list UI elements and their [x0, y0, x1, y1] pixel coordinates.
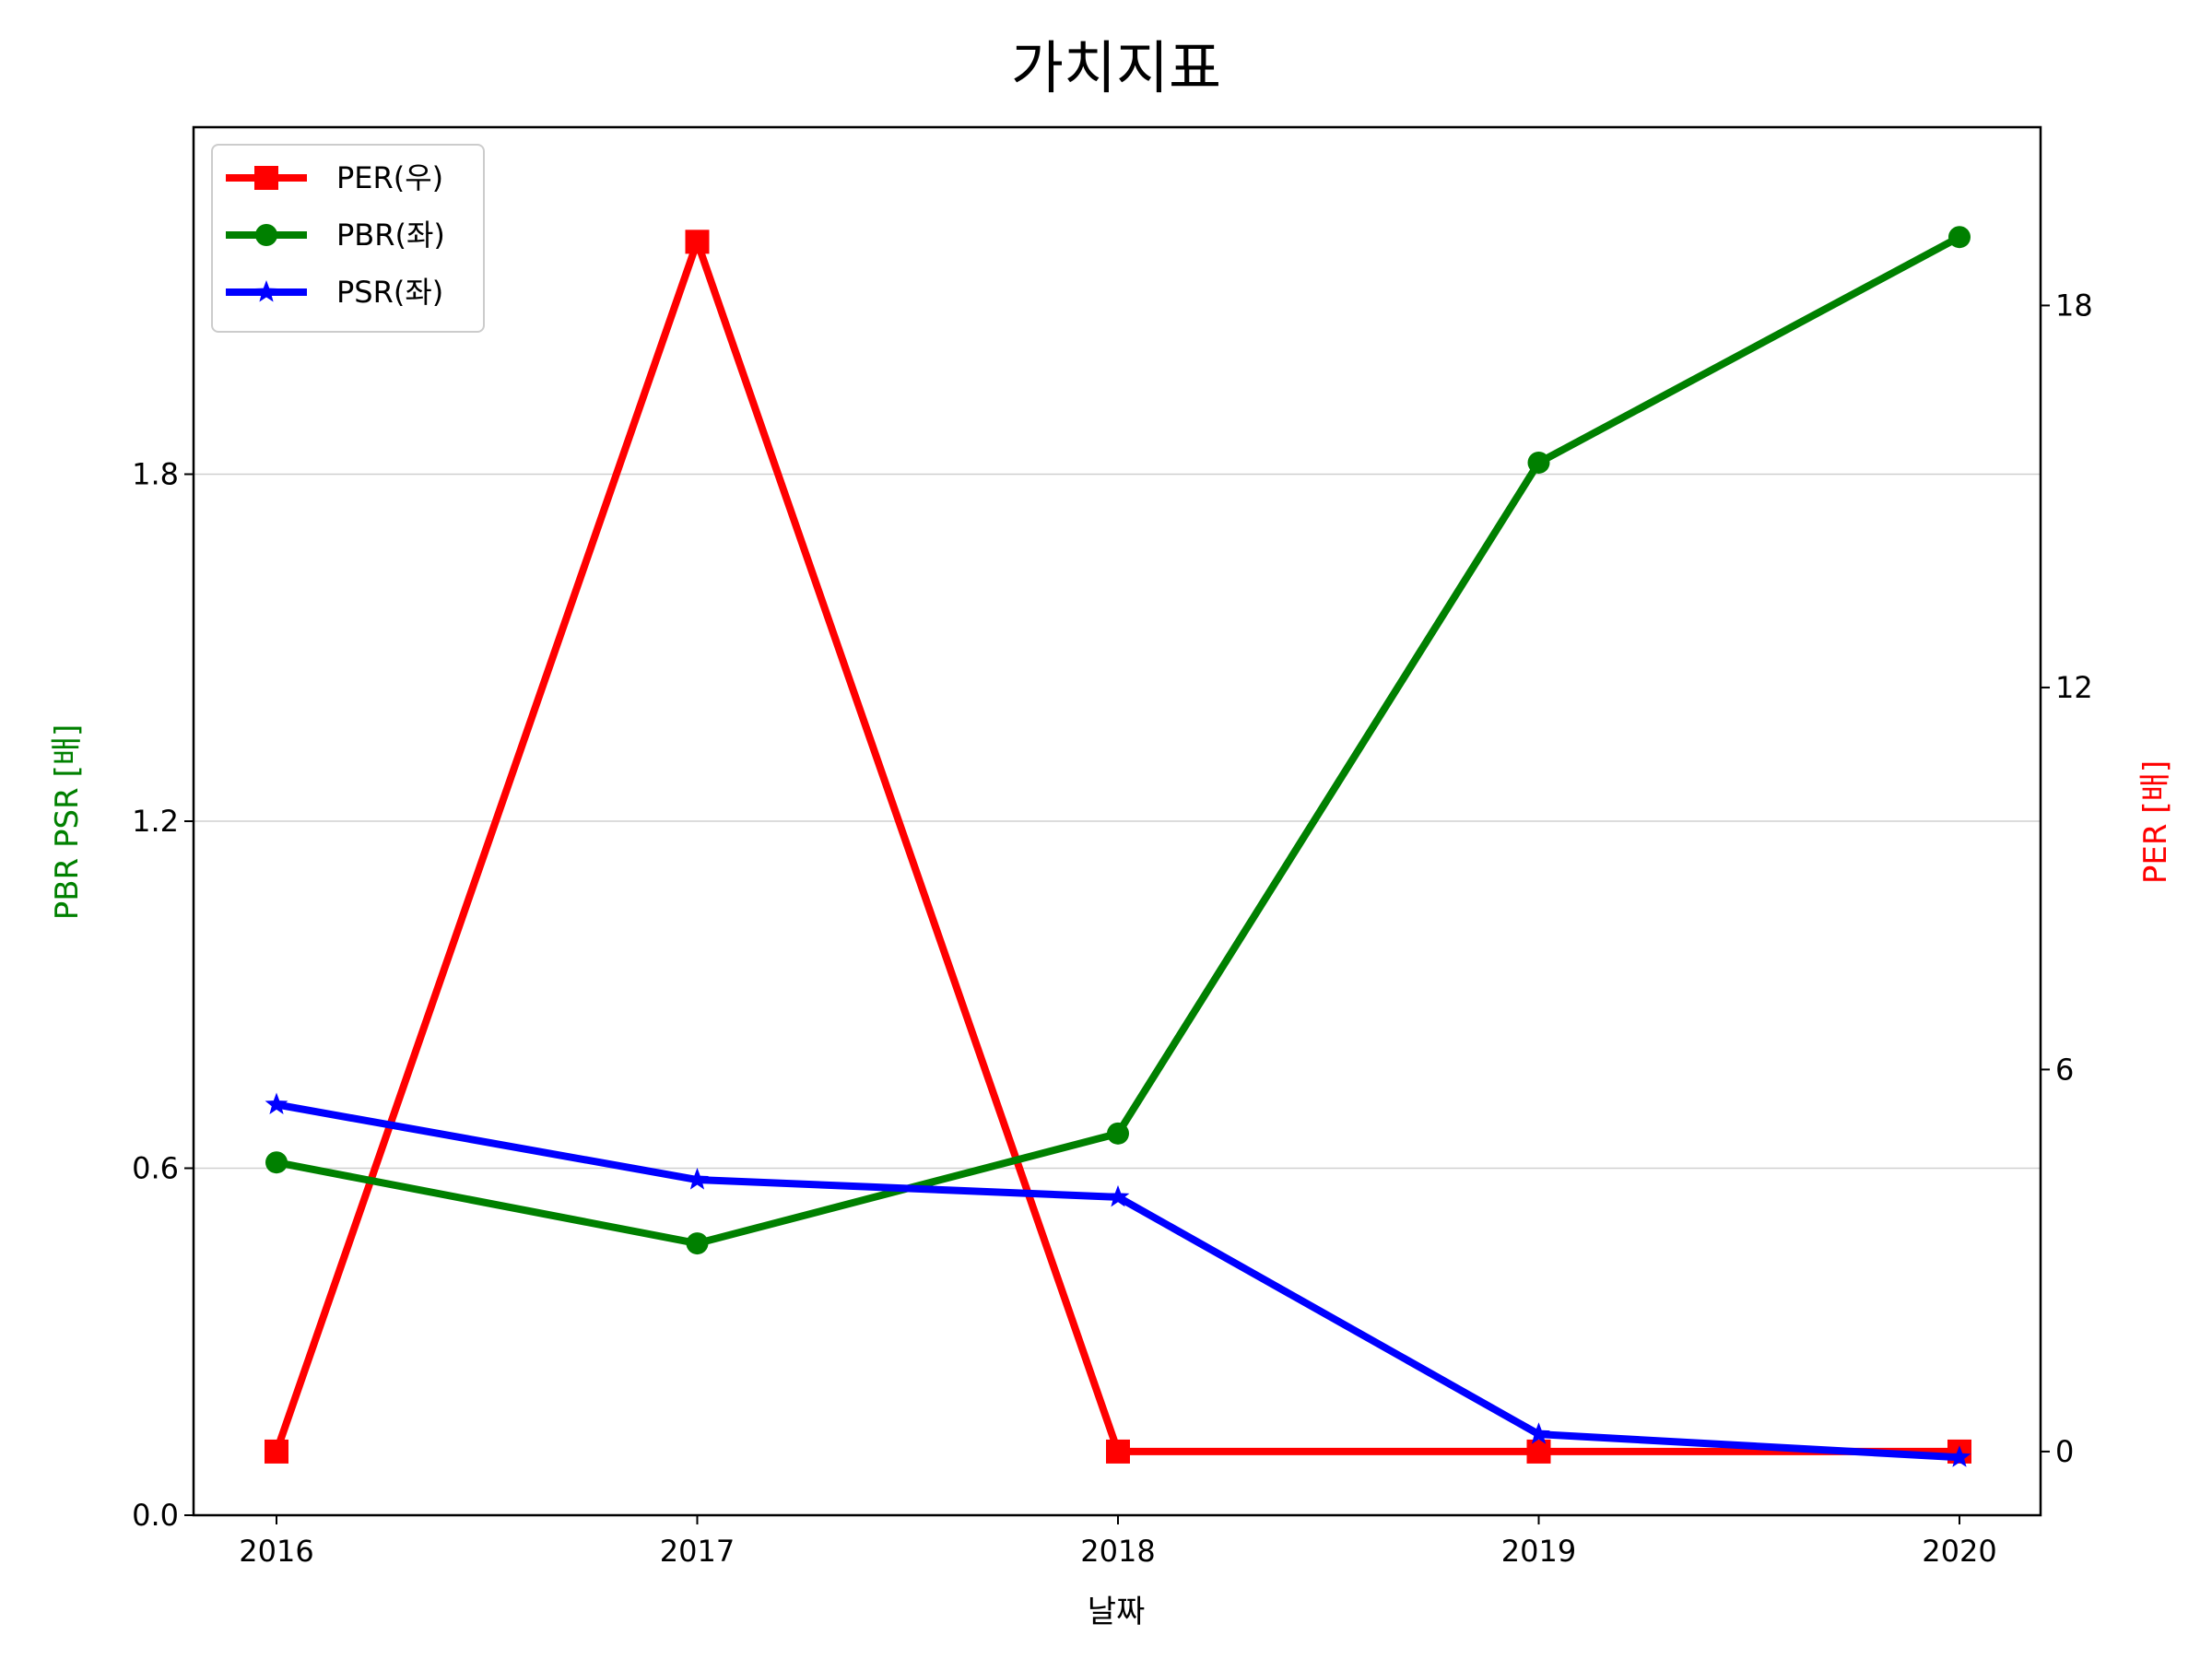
x-tick-label: 2016	[239, 1534, 313, 1569]
data-point-pbr	[1527, 451, 1550, 474]
x-tick-label: 2018	[1080, 1534, 1155, 1569]
legend-marker	[254, 166, 278, 190]
legend-label: PSR(좌)	[336, 275, 443, 310]
left-y-tick-label: 1.2	[132, 804, 179, 839]
data-point-psr	[265, 1092, 288, 1114]
right-y-axis-label: PER [배]	[2137, 760, 2174, 884]
right-y-tick-label: 0	[2055, 1434, 2074, 1469]
chart-title: 가치지표	[1011, 34, 1221, 101]
data-point-psr	[1947, 1445, 1971, 1467]
data-point-per	[685, 229, 710, 254]
series-psr	[265, 1092, 1971, 1467]
series-layer	[265, 226, 1971, 1467]
right-y-tick-label: 12	[2055, 670, 2093, 705]
data-point-per	[1106, 1439, 1130, 1464]
legend-label: PBR(좌)	[336, 218, 445, 253]
left-y-tick-label: 0.0	[132, 1498, 179, 1533]
data-point-per	[1526, 1439, 1551, 1464]
gridlines	[194, 473, 2041, 1516]
data-point-pbr	[686, 1232, 709, 1255]
left-y-tick-label: 0.6	[132, 1151, 179, 1186]
legend-marker	[254, 280, 278, 302]
data-point-psr	[1527, 1422, 1550, 1444]
legend-label: PER(우)	[336, 160, 443, 195]
series-line-per	[273, 238, 1963, 1455]
data-point-pbr	[265, 1151, 288, 1174]
data-point-per	[265, 1439, 288, 1464]
right-y-axis: 0 6 12 18	[2041, 288, 2093, 1469]
right-y-tick-label: 18	[2055, 288, 2093, 323]
x-axis-label: 날짜	[1088, 1594, 1146, 1630]
left-y-axis-label: PBR PSR [배]	[49, 724, 86, 921]
right-y-tick-label: 6	[2055, 1052, 2074, 1087]
left-y-tick-label: 1.8	[132, 457, 179, 492]
legend-box	[211, 144, 485, 333]
data-point-psr	[1106, 1184, 1130, 1207]
series-line-pbr	[273, 233, 1963, 1248]
data-point-psr	[686, 1168, 709, 1190]
x-tick-label: 2020	[1922, 1534, 1996, 1569]
left-y-axis: 0.0 0.6 1.2 1.8	[132, 457, 194, 1533]
series-per	[265, 229, 1971, 1464]
x-tick-label: 2019	[1501, 1534, 1576, 1569]
series-line-psr	[273, 1100, 1963, 1462]
series-pbr	[265, 226, 1971, 1255]
data-point-pbr	[1107, 1122, 1129, 1145]
legend-marker	[255, 224, 277, 246]
data-point-pbr	[1948, 226, 1971, 249]
x-axis: 2016 2017 2018 2019 2020	[239, 1515, 1997, 1569]
legend: PER(우) PBR(좌) PSR(좌)	[211, 144, 485, 333]
x-tick-label: 2017	[660, 1534, 735, 1569]
